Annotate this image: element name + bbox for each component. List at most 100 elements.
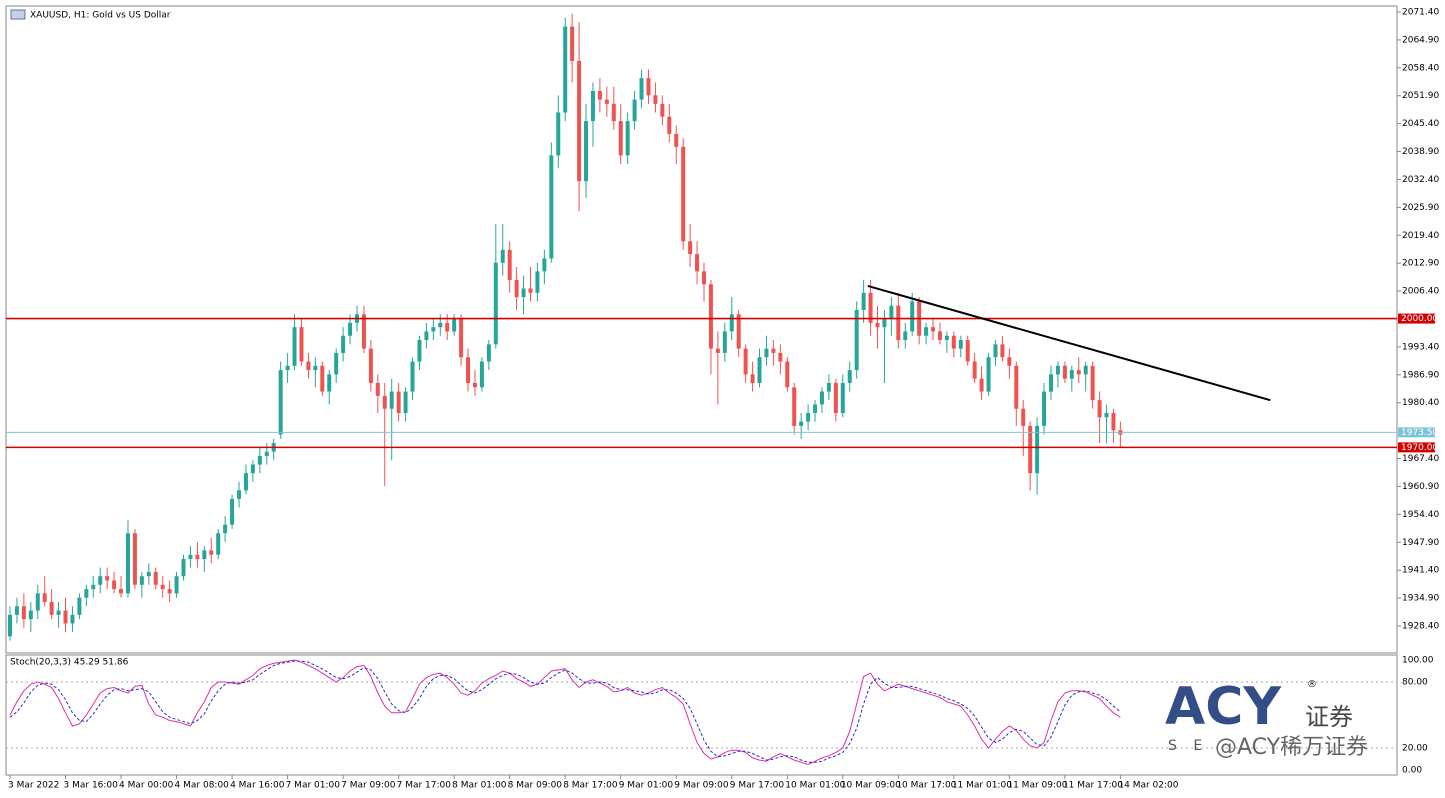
candle-body [486,344,491,362]
candle-body [257,455,262,465]
candle-body [840,382,845,414]
level-label: 1970.00 [1401,443,1438,453]
candle-body [375,382,380,396]
y-tick-label: 20.00 [1402,744,1428,754]
candle-body [160,584,165,590]
candle-body [28,610,33,620]
candle-body [778,352,783,362]
y-tick-label: 2051.90 [1402,91,1439,101]
candle-body [931,327,936,332]
candle-body [1076,370,1081,375]
x-tick-label: 14 Mar 02:00 [1118,781,1178,791]
candle-body [1111,413,1116,431]
candle-body [965,340,970,362]
candle-body [125,533,130,594]
candle-body [785,361,790,388]
candle-body [382,395,387,409]
candle-body [688,241,693,255]
candle-body [563,26,568,113]
candle-body [1104,413,1109,418]
candle-body [715,348,720,353]
stoch-line [9,659,1121,766]
chart-icon [10,9,26,20]
candle-body [466,357,471,383]
candle-body [806,413,811,422]
candle-body [313,365,318,371]
candle-body [1028,425,1033,474]
candle-body [278,370,283,435]
y-tick-label: 2038.90 [1402,147,1439,157]
candle-body [70,614,75,624]
y-tick-label: 1980.40 [1402,398,1439,408]
candle-body [1062,365,1067,379]
candle-body [1049,374,1053,392]
x-tick-label: 7 Mar 17:00 [397,781,452,791]
level-label: 2000.00 [1401,314,1438,324]
candle-body [521,288,526,298]
candle-body [174,576,179,594]
candle-body [597,91,602,100]
candle-body [639,78,644,100]
candle-body [292,327,297,366]
y-tick-label: 2058.40 [1402,63,1439,73]
candle-body [472,382,477,388]
y-tick-label: 1934.90 [1402,594,1439,604]
y-tick-label: 1947.90 [1402,538,1439,548]
candle-body [438,322,443,328]
candle-body [986,357,991,392]
level-label: 1973.50 [1401,428,1438,438]
y-tick-label: 2006.40 [1402,287,1439,297]
y-tick-label: 2045.40 [1402,119,1439,129]
y-tick-label: 1960.90 [1402,482,1439,492]
y-tick-label: 100.00 [1402,656,1434,666]
candle-body [452,318,457,332]
candle-body [250,464,255,474]
x-tick-label: 11 Mar 09:00 [1007,781,1067,791]
candle-body [674,133,679,147]
candle-body [826,382,831,392]
candle-body [417,340,422,362]
candle-body [951,335,956,349]
y-tick-label: 1986.90 [1402,370,1439,380]
candle-body [202,550,207,560]
candle-body [771,348,776,353]
y-tick-label: 1954.40 [1402,510,1439,520]
candle-body [112,580,117,590]
y-tick-label: 2064.90 [1402,35,1439,45]
candle-body [847,370,852,383]
candle-body [105,576,110,581]
candle-body [979,378,984,392]
watermark-brand: ACY [1165,677,1282,737]
candle-body [549,155,554,259]
candle-body [35,593,40,611]
candle-body [708,284,713,349]
candle-body [84,589,89,598]
level-label-bg [1398,427,1435,438]
candle-body [21,606,26,620]
candle-body [181,559,186,577]
candle-body [896,305,901,341]
x-tick-label: 9 Mar 09:00 [674,781,729,791]
candle-body [584,121,589,182]
candle-body [493,262,498,345]
candle-body [306,361,311,371]
candle-body [299,327,304,362]
candle-body [1021,408,1026,426]
watermark-letters: S E [1168,738,1208,754]
y-tick-label: 80.00 [1402,678,1428,688]
candle-body [459,318,464,358]
candle-body [924,327,929,336]
candle-body [389,391,394,409]
candle-body [243,473,248,491]
candle-body [320,365,325,392]
candle-body [944,335,949,341]
candle-body [875,322,880,328]
x-tick-label: 10 Mar 01:00 [785,781,845,791]
candle-body [681,146,686,242]
candle-body [570,26,575,61]
candle-body [868,292,873,323]
candle-body [341,335,346,353]
candle-body [854,309,859,371]
candle-body [882,318,887,328]
